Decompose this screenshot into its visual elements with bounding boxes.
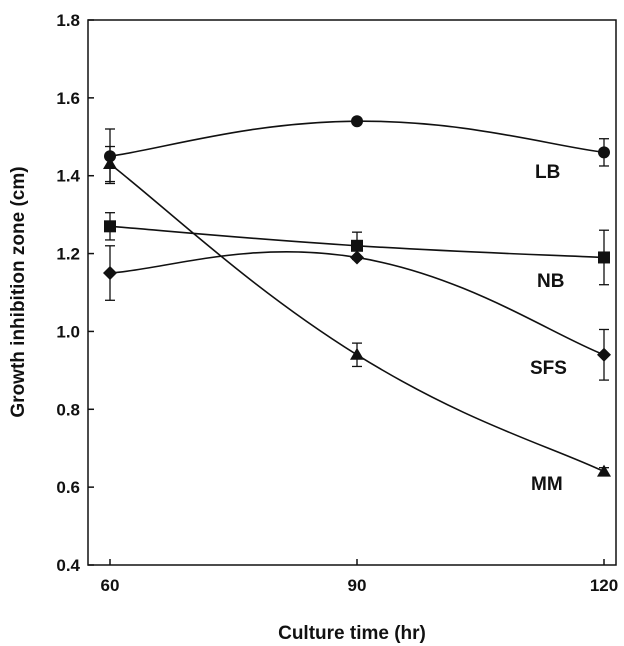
series-label-lb: LB: [535, 162, 560, 183]
data-point: [598, 146, 610, 159]
y-tick-label: 0.6: [56, 478, 80, 497]
series-labels: LB NB SFS MM: [530, 162, 567, 495]
y-tick-label: 1.2: [56, 245, 80, 264]
series-label-sfs: SFS: [530, 358, 567, 379]
data-point: [351, 239, 363, 252]
series-label-nb: NB: [537, 271, 564, 292]
data-point: [103, 157, 117, 170]
y-tick-label: 1.0: [56, 322, 80, 341]
y-tick-label: 0.8: [56, 400, 80, 419]
x-axis-label: Culture time (hr): [278, 623, 426, 644]
x-tick-label: 120: [590, 576, 618, 595]
series-line: [109, 251, 605, 356]
data-point: [104, 220, 116, 233]
plot-frame: [87, 19, 617, 566]
data-point: [350, 347, 364, 360]
data-point: [597, 347, 611, 362]
y-tick-label: 0.4: [56, 556, 80, 575]
data-point: [598, 251, 610, 264]
y-tick-label: 1.4: [56, 167, 80, 186]
y-axis-label: Growth inhibition zone (cm): [8, 166, 29, 417]
x-tick-label: 90: [348, 576, 367, 595]
tick-labels: 0.4 0.6 0.8 1.0 1.2 1.4 1.6 1.8 60 90 120: [56, 11, 618, 595]
data-point: [103, 266, 117, 281]
series-label-mm: MM: [531, 474, 563, 495]
series-mm: [103, 145, 611, 477]
data-point: [350, 250, 364, 265]
series-nb: [104, 212, 610, 286]
tick-marks: [88, 19, 605, 566]
data-point: [597, 464, 611, 477]
y-tick-label: 1.6: [56, 89, 80, 108]
y-tick-label: 1.8: [56, 11, 80, 30]
series-line: [109, 163, 605, 473]
x-tick-label: 60: [101, 576, 120, 595]
series-sfs: [103, 245, 611, 381]
series-layer: [103, 115, 611, 477]
data-point: [351, 115, 363, 128]
